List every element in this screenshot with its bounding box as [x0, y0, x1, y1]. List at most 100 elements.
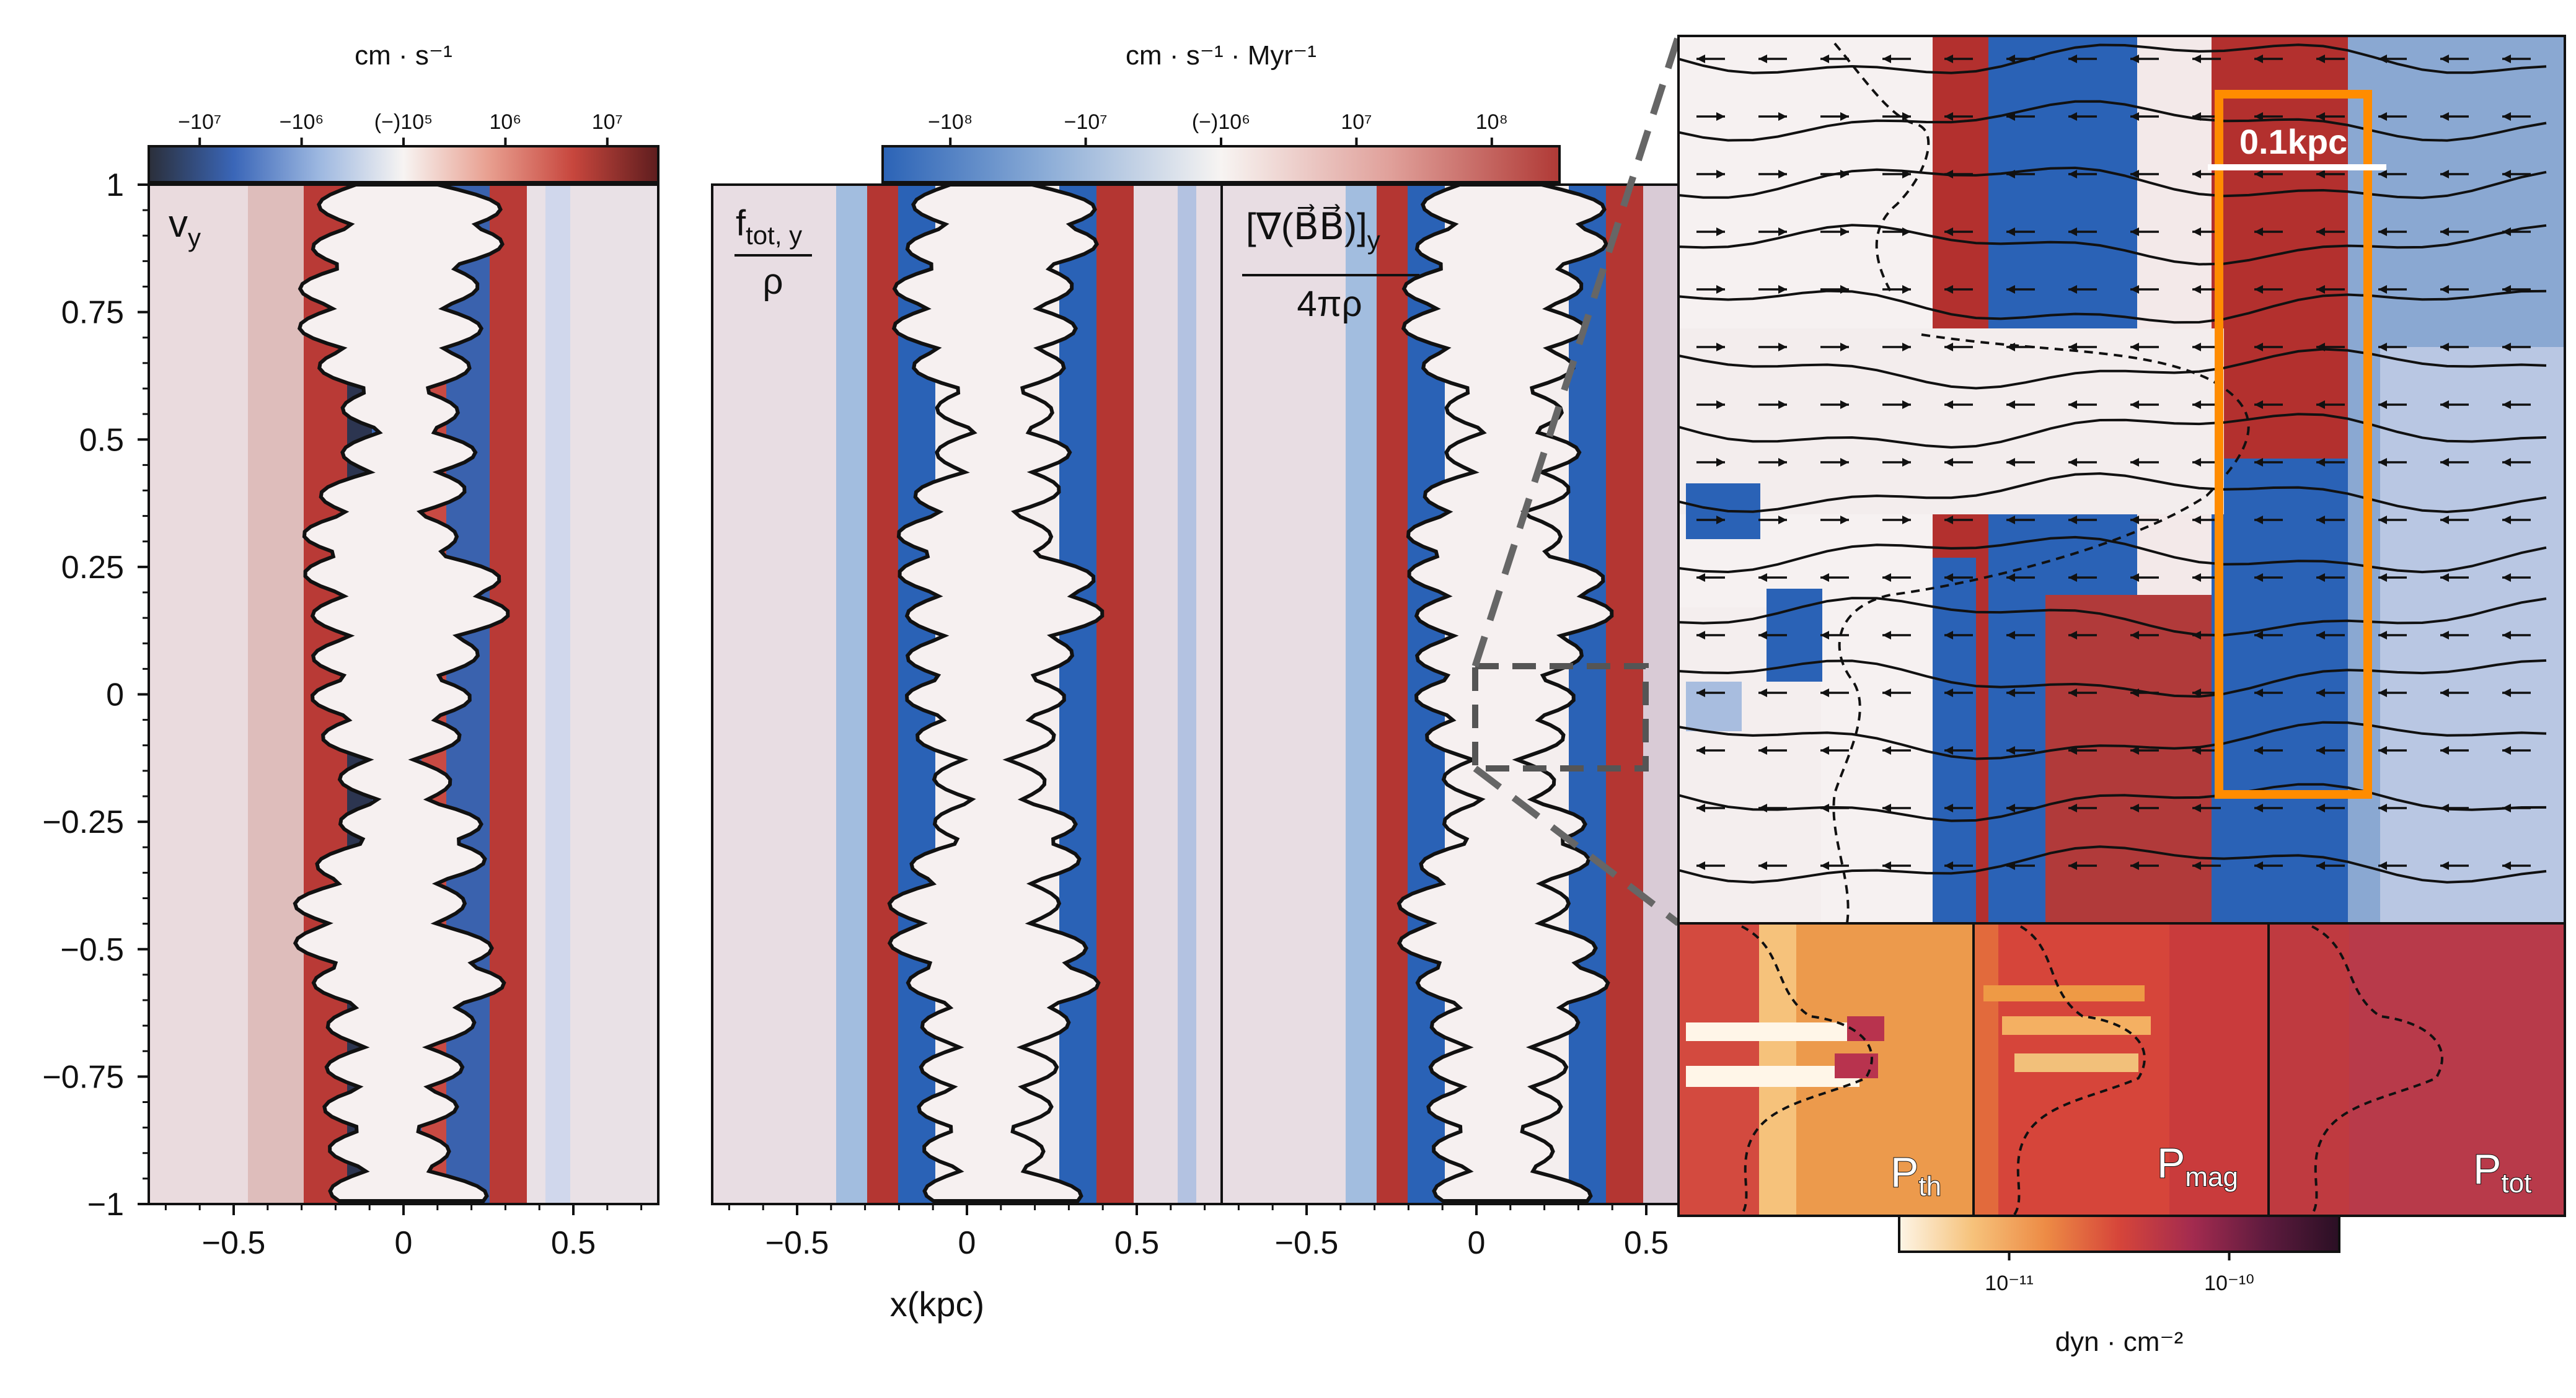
velocity-arrow-head — [1716, 170, 1725, 178]
velocity-arrow-head — [2192, 112, 2201, 121]
velocity-arrow-head — [2068, 573, 2077, 582]
velocity-arrow-head — [2502, 573, 2511, 582]
vy-red-band-right — [490, 185, 527, 1204]
velocity-arrow-head — [1902, 170, 1911, 178]
velocity-arrow-head — [1902, 112, 1911, 121]
pressure-th-field — [1678, 923, 1974, 1216]
colorbar-tick-label: 10⁻¹⁰ — [2204, 1272, 2254, 1295]
velocity-arrow-head — [2378, 112, 2387, 121]
pmag-orange-stripe-3 — [2014, 1053, 2138, 1072]
velocity-arrow-head — [1716, 285, 1725, 294]
magnetic-field-streamlines — [1678, 43, 2547, 884]
pressure-mag-field — [1974, 923, 2269, 1216]
velocity-arrow-head — [2130, 458, 2139, 467]
velocity-arrow-head — [2378, 746, 2387, 755]
velocity-arrow-head — [1758, 631, 1767, 640]
dense-layer-contour — [887, 185, 1105, 1203]
x-axis-panel-ftot: −0.5 0 0.5 — [728, 1204, 1206, 1261]
velocity-arrow-head — [2130, 170, 2139, 178]
velocity-arrow-head — [1716, 343, 1725, 351]
velocity-arrow-head — [2316, 400, 2325, 409]
velocity-arrow-head — [2440, 285, 2449, 294]
velocity-arrow-head — [2316, 573, 2325, 582]
velocity-arrow-head — [2130, 55, 2139, 63]
velocity-arrow-head — [2192, 631, 2201, 640]
x-axis-panel-tension: −0.5 0 0.5 — [1237, 1204, 1669, 1261]
colorbar-pressure-ticks: 10⁻¹¹ 10⁻¹⁰ — [1985, 1252, 2254, 1295]
velocity-arrow-head — [2068, 55, 2077, 63]
velocity-arrow-head — [2440, 573, 2449, 582]
pressure-tot-field — [2269, 923, 2565, 1216]
velocity-arrow-head — [1840, 458, 1849, 467]
velocity-arrow-head — [1944, 573, 1953, 582]
y-tick-label: −1 — [87, 1187, 124, 1223]
velocity-arrow-head — [2440, 458, 2449, 467]
velocity-arrow-head — [2068, 631, 2077, 640]
velocity-arrow-head — [1820, 688, 1829, 697]
velocity-arrow-head — [2068, 112, 2077, 121]
colorbar-force: cm · s⁻¹ · Myr⁻¹ −10⁸ −10⁷ (−)10⁶ 10⁷ 10⁸ — [881, 40, 1561, 183]
velocity-arrow-head — [2254, 55, 2263, 63]
velocity-arrow-head — [2254, 343, 2263, 351]
scale-bar-label: 0.1kpc — [2239, 122, 2347, 161]
velocity-arrow-head — [2006, 227, 2015, 236]
velocity-arrow-head — [2502, 112, 2511, 121]
velocity-arrow-head — [2130, 285, 2139, 294]
velocity-arrow-head — [2440, 227, 2449, 236]
velocity-arrow-head — [2006, 746, 2015, 755]
zoom-connector-top — [1471, 35, 1682, 667]
velocity-arrow-head — [1944, 343, 1953, 351]
velocity-arrow-head — [2440, 688, 2449, 697]
velocity-arrow-head — [2006, 804, 2015, 812]
velocity-arrow-head — [2192, 516, 2201, 524]
zoom-contour — [1832, 42, 2250, 923]
velocity-arrow-head — [2440, 516, 2449, 524]
ptot-left — [2269, 923, 2349, 1216]
velocity-arrow-head — [2316, 170, 2325, 178]
velocity-arrow-head — [1882, 573, 1891, 582]
velocity-arrow-head — [1882, 746, 1891, 755]
y-tick-label: 0.5 — [79, 422, 124, 458]
velocity-arrow-head — [1758, 573, 1767, 582]
y-tick-label: −0.75 — [42, 1059, 124, 1095]
colorbar-tick-label: 10⁷ — [1341, 110, 1372, 134]
velocity-arrow-head — [1944, 400, 1953, 409]
velocity-arrow-head — [2192, 688, 2201, 697]
tension-outer-right — [1643, 185, 1679, 1204]
streamline — [1678, 783, 2547, 822]
velocity-arrow-head — [2254, 516, 2263, 524]
streamline — [1678, 100, 2547, 142]
x-tick-label: 0.5 — [551, 1225, 596, 1261]
x-axis-panel-vy: −0.5 0 0.5 — [164, 1204, 643, 1261]
panel-tension-label-numerator: [∇(B⃗B⃗)]y — [1246, 204, 1380, 255]
velocity-arrow-head — [2068, 343, 2077, 351]
velocity-arrow-head — [2130, 227, 2139, 236]
velocity-arrow-head — [1778, 112, 1787, 121]
streamline — [1678, 166, 2547, 200]
velocity-arrow-head — [2068, 804, 2077, 812]
colorbar-velocity: cm · s⁻¹ −10⁷ −10⁶ (−)10⁵ 10⁶ 10⁷ — [148, 40, 659, 183]
velocity-arrow-head — [2254, 227, 2263, 236]
velocity-arrow-head — [2006, 55, 2015, 63]
velocity-arrow-head — [1778, 285, 1787, 294]
velocity-arrow-head — [1758, 746, 1767, 755]
velocity-arrow-head — [1840, 285, 1849, 294]
pmag-orange-left — [1974, 923, 1998, 1216]
velocity-arrow-head — [2006, 458, 2015, 467]
velocity-arrow-head — [2068, 458, 2077, 467]
velocity-arrow-head — [2378, 227, 2387, 236]
ftot-faint-blue-right — [1178, 185, 1196, 1204]
colorbar-velocity-bar — [148, 145, 659, 183]
velocity-arrow-head — [2068, 170, 2077, 178]
velocity-arrow-head — [2068, 746, 2077, 755]
velocity-arrow-head — [1778, 400, 1787, 409]
velocity-arrow-head — [2440, 631, 2449, 640]
velocity-arrow-head — [2254, 861, 2263, 870]
zoom-red-strip-low — [2045, 595, 2213, 923]
ftot-light-blue-left — [836, 185, 867, 1204]
velocity-arrow-head — [2130, 746, 2139, 755]
velocity-arrow-head — [2502, 170, 2511, 178]
ftot-red-band-right — [1096, 185, 1134, 1204]
vy-outer-left — [149, 185, 248, 1204]
